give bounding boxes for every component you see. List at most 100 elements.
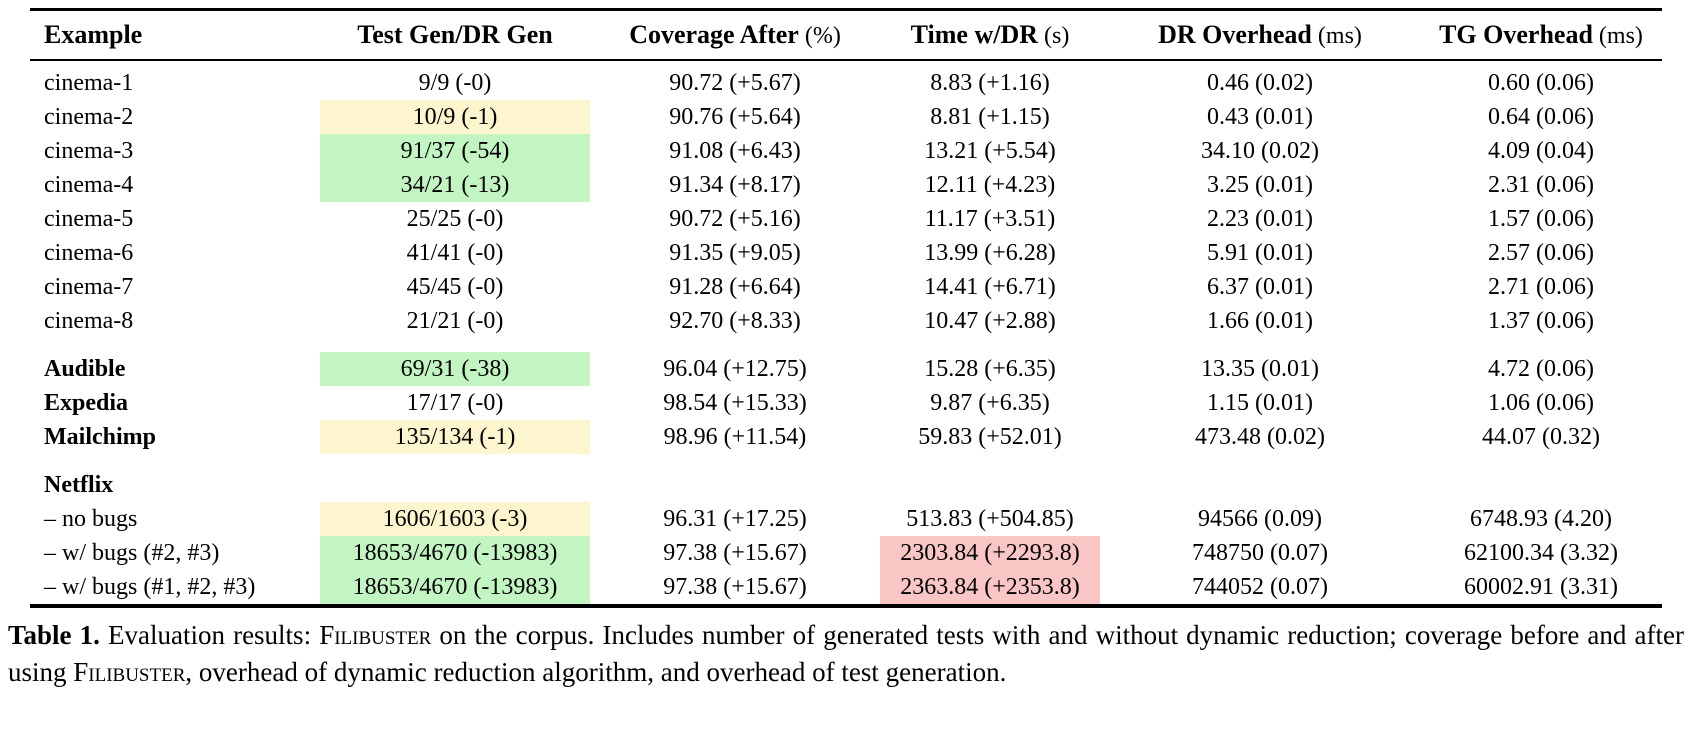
cell-coverage: 97.38 (+15.67) (663, 539, 807, 566)
cell-coverage: 91.34 (+8.17) (669, 171, 801, 198)
cell-coverage (590, 468, 880, 502)
cell-time: 2363.84 (+2353.8) (880, 570, 1100, 606)
caption-text: on the corpus. Includes number of genera… (8, 620, 1684, 687)
cell-tgoverhead: 60002.91 (3.31) (1464, 573, 1618, 600)
cell-tgoverhead: 0.64 (0.06) (1488, 103, 1594, 130)
column-header-unit: (ms) (1317, 23, 1362, 49)
column-header-label: Time w/DR (910, 20, 1039, 49)
table-row: – no bugs 1606/1603 (-3) 96.31 (+17.25) 513… (30, 502, 1662, 536)
column-header-tgoverhead: TG Overhead (ms) (1420, 9, 1662, 61)
cell-droverhead: 2.23 (0.01) (1207, 205, 1313, 232)
cell-testgen (320, 468, 590, 502)
table-caption: Table 1. Evaluation results: Filibuster … (8, 617, 1684, 691)
cell-tgoverhead: 1.57 (0.06) (1488, 205, 1594, 232)
cell-droverhead: 473.48 (0.02) (1195, 423, 1325, 450)
table-row: cinema-3 91/37 (-54) 91.08 (+6.43) 13.21 (+… (30, 134, 1662, 168)
column-header-label: TG Overhead (1439, 20, 1593, 49)
cell-testgen: 41/41 (-0) (406, 239, 504, 266)
row-label: cinema-8 (44, 307, 134, 334)
column-header-example: Example (30, 9, 320, 61)
cell-time: 2303.84 (+2293.8) (880, 536, 1100, 570)
cell-time: 15.28 (+6.35) (924, 355, 1056, 382)
table-row: cinema-8 21/21 (-0) 92.70 (+8.33) 10.47 (+2… (30, 304, 1662, 338)
cell-time: 10.47 (+2.88) (924, 307, 1056, 334)
column-header-coverage: Coverage After (%) (590, 9, 880, 61)
column-header-unit: (s) (1044, 23, 1070, 49)
cell-tgoverhead: 44.07 (0.32) (1482, 423, 1600, 450)
cell-time: 13.99 (+6.28) (924, 239, 1056, 266)
cell-droverhead: 6.37 (0.01) (1207, 273, 1313, 300)
cell-time: 9.87 (+6.35) (930, 389, 1050, 416)
cell-coverage: 92.70 (+8.33) (669, 307, 801, 334)
column-header-time: Time w/DR (s) (880, 9, 1100, 61)
cell-droverhead: 94566 (0.09) (1198, 505, 1322, 532)
column-header-label: Test Gen/DR Gen (357, 20, 553, 49)
cell-droverhead: 744052 (0.07) (1192, 573, 1328, 600)
row-label: cinema-2 (44, 103, 134, 130)
cell-droverhead: 1.15 (0.01) (1207, 389, 1313, 416)
cell-coverage: 90.72 (+5.16) (669, 205, 801, 232)
table-container: Example Test Gen/DR Gen Coverage After (%… (30, 8, 1662, 608)
cell-testgen: 10/9 (-1) (320, 100, 590, 134)
caption-label: Table 1. (8, 620, 100, 650)
cell-tgoverhead: 4.09 (0.04) (1488, 137, 1594, 164)
cell-time: 8.83 (+1.16) (930, 69, 1050, 96)
table-row: cinema-4 34/21 (-13) 91.34 (+8.17) 12.11 (+… (30, 168, 1662, 202)
row-label: – w/ bugs (#1, #2, #3) (44, 573, 256, 600)
table-row: – w/ bugs (#2, #3) 18653/4670 (-13983) 97.… (30, 536, 1662, 570)
cell-coverage: 98.54 (+15.33) (663, 389, 807, 416)
cell-tgoverhead: 2.31 (0.06) (1488, 171, 1594, 198)
cell-testgen: 135/134 (-1) (320, 420, 590, 454)
cell-time: 11.17 (+3.51) (924, 205, 1056, 232)
cell-droverhead: 3.25 (0.01) (1207, 171, 1313, 198)
cell-time: 14.41 (+6.71) (924, 273, 1056, 300)
table-row: cinema-5 25/25 (-0) 90.72 (+5.16) 11.17 (+3… (30, 202, 1662, 236)
cell-coverage: 91.35 (+9.05) (669, 239, 801, 266)
caption-text: Evaluation results: (99, 620, 320, 650)
group-spacer (30, 338, 1662, 352)
cell-tgoverhead (1420, 468, 1662, 502)
cell-time: 12.11 (+4.23) (924, 171, 1056, 198)
row-label: cinema-1 (44, 69, 134, 96)
system-name: Filibuster (319, 620, 432, 650)
row-label: Expedia (44, 389, 129, 416)
column-header-testgen: Test Gen/DR Gen (320, 9, 590, 61)
cell-time (880, 468, 1100, 502)
group-spacer (30, 454, 1662, 468)
column-header-unit: (ms) (1598, 23, 1643, 49)
group-spacer-cell (30, 338, 1662, 352)
row-label: cinema-7 (44, 273, 134, 300)
cell-droverhead (1100, 468, 1420, 502)
table-row: cinema-2 10/9 (-1) 90.76 (+5.64) 8.81 (+1.1… (30, 100, 1662, 134)
table-row: cinema-6 41/41 (-0) 91.35 (+9.05) 13.99 (+6… (30, 236, 1662, 270)
cell-coverage: 91.08 (+6.43) (669, 137, 801, 164)
cell-tgoverhead: 2.71 (0.06) (1488, 273, 1594, 300)
cell-testgen: 34/21 (-13) (320, 168, 590, 202)
table-row: Netflix (30, 468, 1662, 502)
row-label: cinema-4 (44, 171, 134, 198)
row-label: cinema-3 (44, 137, 134, 164)
cell-coverage: 90.76 (+5.64) (669, 103, 801, 130)
row-label: cinema-6 (44, 239, 134, 266)
cell-tgoverhead: 4.72 (0.06) (1488, 355, 1594, 382)
row-label: Audible (44, 355, 126, 382)
cell-testgen: 21/21 (-0) (406, 307, 504, 334)
cell-coverage: 96.31 (+17.25) (663, 505, 807, 532)
cell-testgen: 45/45 (-0) (406, 273, 504, 300)
column-header-label: Example (44, 20, 143, 49)
cell-tgoverhead: 62100.34 (3.32) (1464, 539, 1618, 566)
cell-droverhead: 0.46 (0.02) (1207, 69, 1313, 96)
column-header-label: Coverage After (629, 20, 799, 49)
cell-coverage: 91.28 (+6.64) (669, 273, 801, 300)
cell-testgen: 69/31 (-38) (320, 352, 590, 386)
table-row: Audible 69/31 (-38) 96.04 (+12.75) 15.28 (+… (30, 352, 1662, 386)
results-table-body: cinema-1 9/9 (-0) 90.72 (+5.67) 8.83 (+1.16… (30, 60, 1662, 606)
table-row: – w/ bugs (#1, #2, #3) 18653/4670 (-13983… (30, 570, 1662, 606)
row-label: Netflix (44, 471, 114, 498)
cell-testgen: 9/9 (-0) (418, 69, 492, 96)
cell-testgen: 18653/4670 (-13983) (320, 570, 590, 606)
column-header-unit: (%) (804, 23, 841, 49)
table-row: cinema-1 9/9 (-0) 90.72 (+5.67) 8.83 (+1.16… (30, 60, 1662, 100)
caption-text: , overhead of dynamic reduction algorith… (185, 657, 1007, 687)
column-header-label: DR Overhead (1158, 20, 1312, 49)
